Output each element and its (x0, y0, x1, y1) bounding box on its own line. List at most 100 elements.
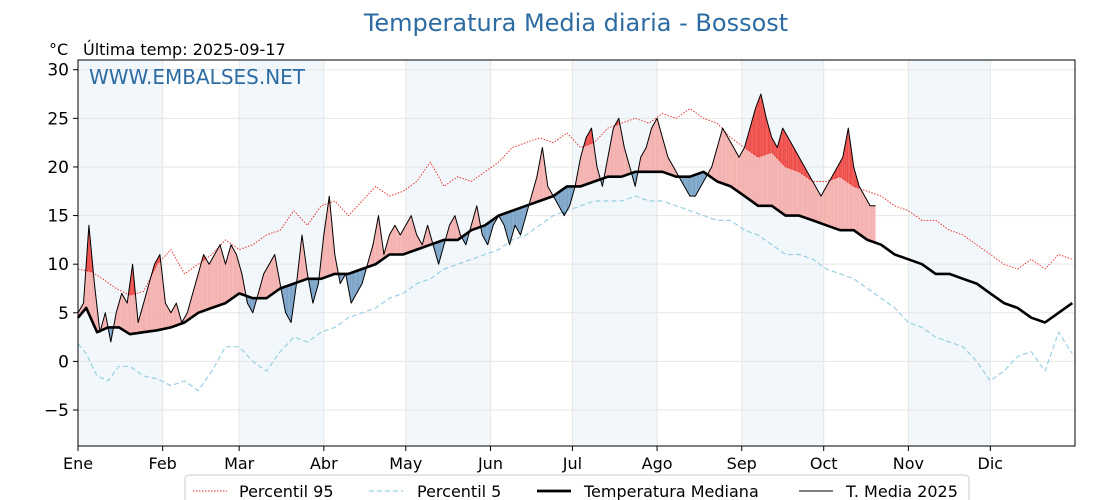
fill-below-median (702, 171, 704, 184)
fill-below-median (566, 186, 569, 211)
fill-below-median (691, 175, 693, 197)
fill-above-median (725, 132, 727, 185)
fill-above-median (625, 152, 628, 176)
fill-above-median (233, 249, 236, 298)
fill-above-p95 (751, 118, 753, 154)
series-lines (77, 93, 1074, 392)
x-tick-label-may: May (389, 454, 422, 473)
fill-above-median (535, 176, 537, 203)
fill-above-median (542, 147, 544, 201)
fill-above-median (170, 310, 173, 328)
fill-above-median (741, 149, 744, 196)
fill-above-median (381, 235, 383, 261)
fill-above-median (856, 176, 858, 234)
fill-above-median (325, 215, 327, 278)
fill-above-p95 (801, 162, 804, 175)
fill-above-median (207, 261, 210, 310)
fill-above-median (729, 140, 731, 187)
fill-above-median (860, 188, 862, 236)
fill-above-p95 (841, 157, 843, 179)
fill-above-median (413, 225, 416, 251)
fill-above-p95 (769, 128, 771, 154)
fill-above-median (210, 259, 212, 309)
fill-above-median (375, 222, 378, 265)
legend-label-p95: Percentil 95 (239, 482, 334, 500)
fill-above-median (394, 225, 397, 255)
fill-above-median (586, 135, 588, 185)
plot-frame (77, 59, 1076, 447)
fill-below-median (560, 190, 562, 211)
month-band-jul (572, 60, 658, 446)
fill-below-median (562, 188, 565, 216)
fill-above-median (211, 256, 214, 308)
x-tick-label-ene: Ene (63, 454, 93, 473)
fill-above-median (230, 244, 233, 300)
fill-below-median (352, 271, 354, 301)
fill-above-median (661, 132, 663, 172)
fill-below-median (695, 174, 697, 197)
fill-above-p95 (764, 112, 767, 155)
fill-above-median (169, 310, 171, 328)
fill-above-median (266, 266, 268, 299)
fill-above-p95 (771, 137, 774, 154)
fill-above-median (864, 196, 867, 239)
x-tick-label-nov: Nov (893, 454, 924, 473)
fill-above-median (831, 174, 834, 228)
fill-above-median (330, 210, 333, 276)
fill-below-median (557, 192, 559, 206)
fill-above-p95 (795, 149, 797, 171)
fill-above-median (715, 147, 718, 182)
fill-above-median (666, 152, 669, 174)
fill-above-median (612, 128, 614, 177)
fill-above-median (655, 118, 658, 172)
fill-above-median (592, 137, 595, 183)
fill-above-p95 (749, 123, 752, 153)
fill-above-median (737, 154, 740, 193)
fill-above-median (745, 137, 748, 199)
fill-above-median (222, 254, 225, 305)
fill-above-median (714, 152, 716, 181)
fill-below-median (285, 286, 287, 316)
y-axis: −5 0 5 10 15 20 25 30 (44, 61, 78, 421)
fill-above-p95 (763, 106, 765, 156)
fill-above-median (857, 181, 860, 235)
fill-above-p95 (807, 171, 809, 179)
deviation-fills (78, 94, 876, 342)
fill-above-median (215, 249, 218, 307)
fill-above-median (117, 303, 119, 328)
fill-above-median (209, 261, 211, 309)
fill-above-median (825, 186, 827, 226)
month-band-mar (239, 60, 324, 446)
fill-above-median (834, 169, 836, 229)
fill-above-median (203, 254, 206, 311)
unit-label: °C (49, 40, 68, 59)
fill-above-median (613, 125, 615, 177)
fill-above-median (736, 152, 738, 192)
fill-above-median (273, 254, 275, 294)
fill-below-median (633, 171, 636, 187)
fill-above-median (158, 254, 160, 331)
x-tick-label-mar: Mar (224, 454, 255, 473)
fill-above-median (646, 142, 648, 172)
fill-above-median (621, 132, 623, 177)
fill-above-p95 (792, 145, 794, 170)
fill-above-median (867, 200, 869, 241)
fill-above-median (135, 293, 137, 334)
fill-above-median (168, 307, 170, 328)
fill-above-median (820, 193, 823, 224)
fill-above-median (540, 147, 543, 201)
fill-above-median (583, 142, 585, 186)
fill-above-median (125, 300, 128, 333)
legend-box (184, 474, 970, 500)
fill-above-median (142, 303, 144, 333)
x-tick-label-jun: Jun (477, 454, 503, 473)
fill-above-median (713, 157, 715, 180)
fill-above-median (539, 154, 541, 201)
fill-above-median (650, 128, 652, 172)
y-tick-label: 5 (58, 304, 69, 324)
fill-above-median (870, 205, 872, 242)
fill-above-median (771, 137, 774, 207)
fill-above-p95 (844, 142, 846, 181)
fill-above-median (205, 256, 207, 311)
fill-above-median (718, 137, 720, 183)
